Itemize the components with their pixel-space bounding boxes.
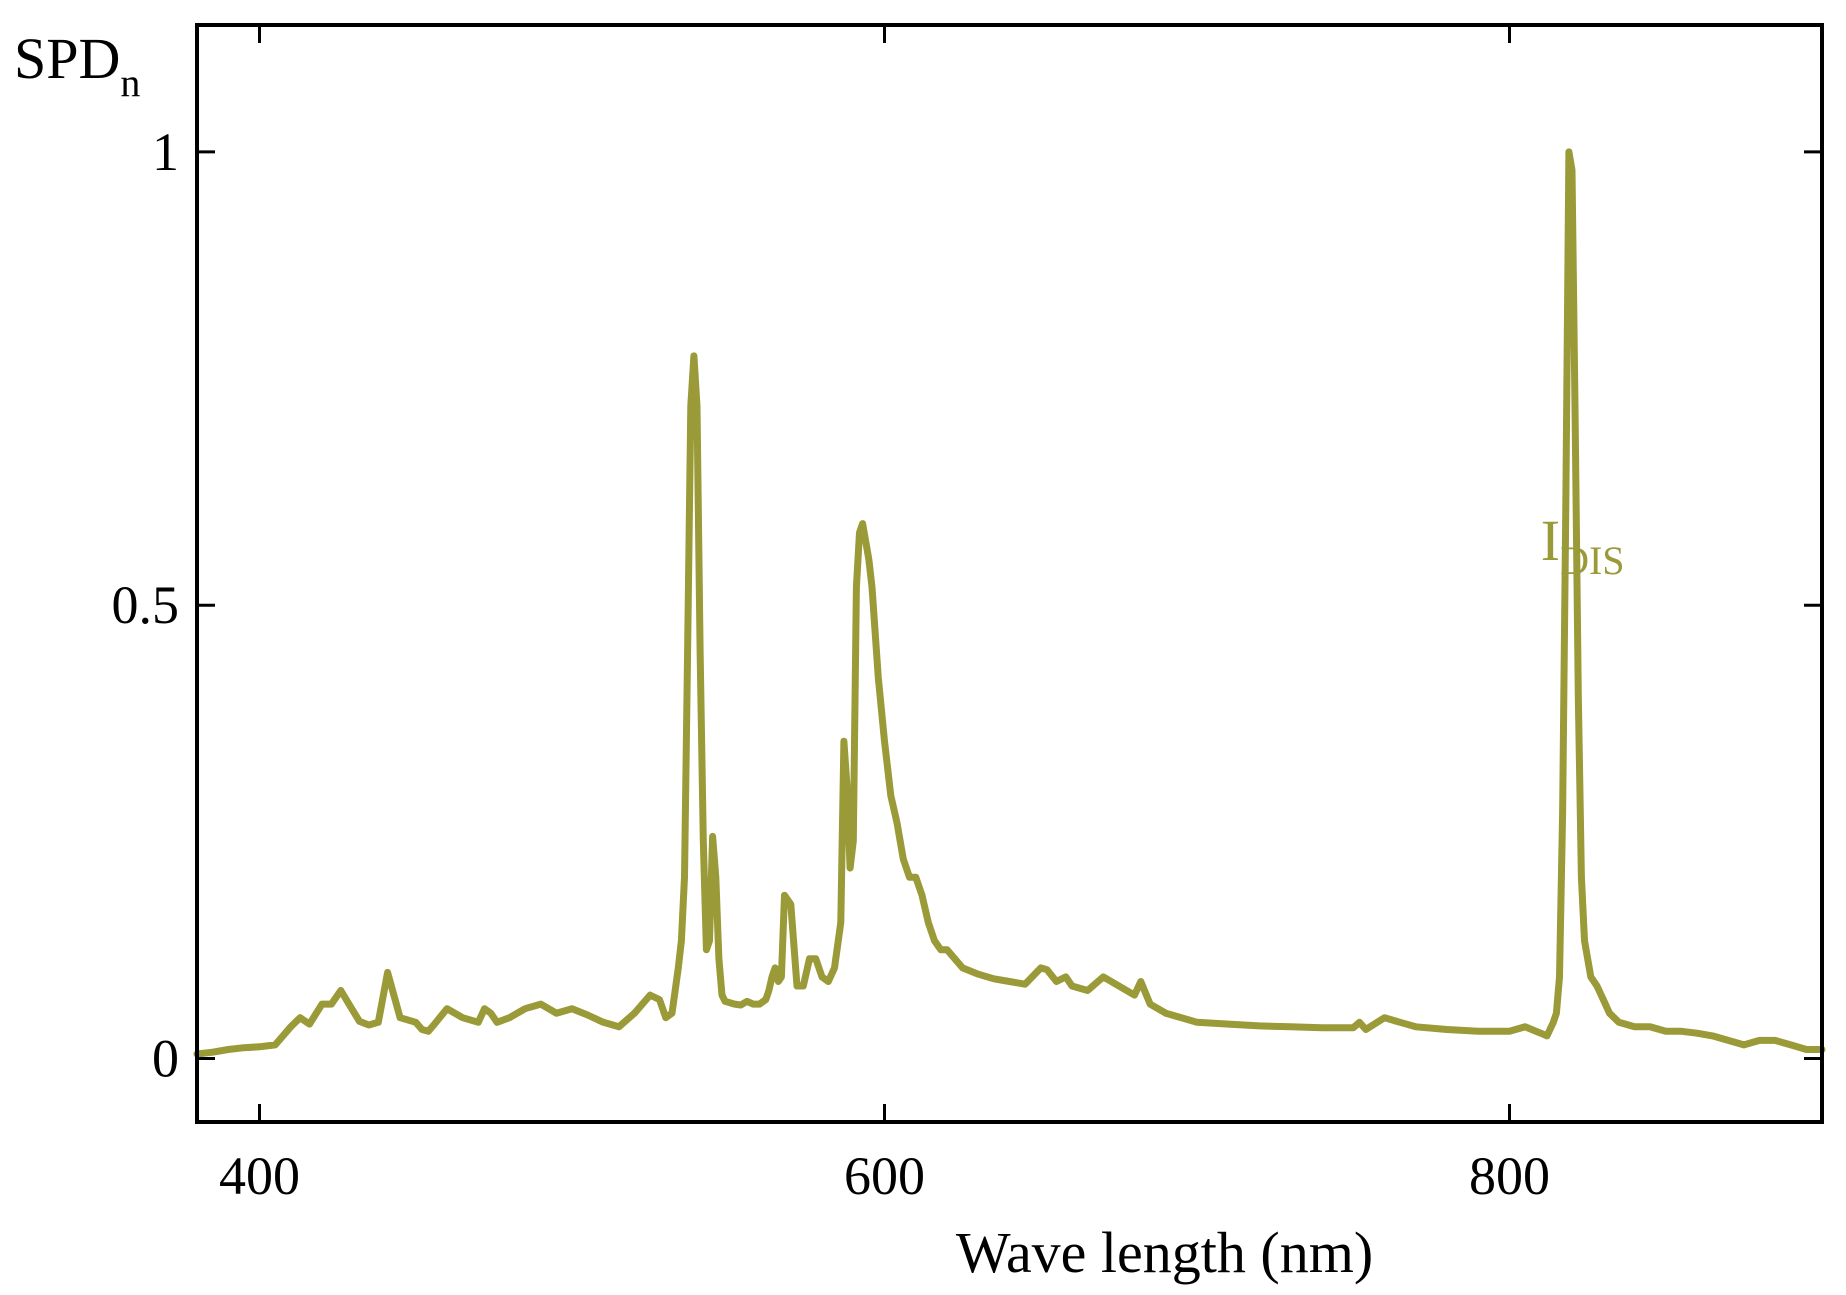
x-tick-label-800: 800 (1469, 1146, 1550, 1206)
x-axis-title: Wave length (nm) (956, 1220, 1373, 1285)
x-tick-label-400: 400 (219, 1146, 300, 1206)
plot-area-frame (195, 23, 1824, 1124)
svg-text:SPDn: SPDn (14, 26, 140, 105)
x-axis-ticks (258, 25, 1511, 1122)
series-label-main: I (1541, 508, 1560, 573)
series-line-idis (193, 148, 1826, 1058)
series-label-subscript: DIS (1560, 538, 1624, 583)
x-axis-tick-labels: 400 600 800 (219, 1146, 1550, 1206)
y-axis-title-main: SPD (14, 26, 120, 91)
y-axis-ticks (197, 150, 1822, 1061)
series-label-idis: IDIS (1541, 508, 1625, 583)
y-tick-label-0: 0 (152, 1029, 179, 1089)
y-axis-title: SPDn (14, 26, 140, 105)
y-tick-label-1: 1 (152, 122, 179, 182)
x-tick-label-600: 600 (844, 1146, 925, 1206)
y-tick-label-0.5: 0.5 (112, 575, 180, 635)
y-axis-tick-labels: 00.51 (112, 122, 180, 1089)
y-axis-title-subscript: n (120, 60, 140, 105)
